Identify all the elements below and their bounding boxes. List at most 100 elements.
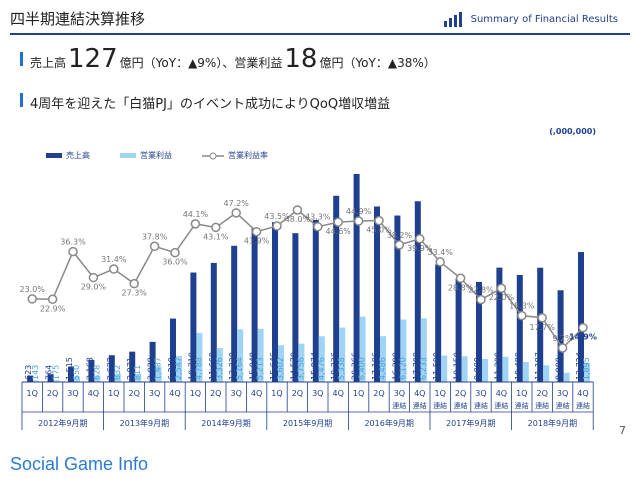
fiscal-year-label: 2017年9月期	[446, 418, 495, 428]
profit-value-label: 832	[113, 365, 122, 380]
sales-yoy-text: 億円（YoY：▲9%）、営業利益	[119, 56, 283, 70]
sales-bar	[333, 195, 340, 382]
fiscal-year-label: 2014年9月期	[201, 418, 250, 428]
profit-bar	[53, 380, 60, 382]
quarter-tick-sub: 連結	[576, 401, 590, 410]
sales-value-label: 17,186	[371, 352, 380, 380]
profit-value-label: 5,338	[337, 357, 346, 380]
sales-bar	[27, 375, 34, 382]
sales-bar	[578, 252, 584, 382]
rate-value-label: 45.0%	[366, 226, 392, 235]
sales-bar	[537, 267, 544, 382]
quarter-tick-sub: 連結	[515, 401, 529, 410]
quarter-tick-sub: 連結	[433, 401, 447, 410]
rate-value-label: 22.9%	[40, 304, 66, 313]
sales-bar	[353, 174, 360, 382]
sales-bar	[435, 264, 442, 382]
rate-value-label: 36.0%	[162, 258, 188, 267]
profit-bar	[135, 373, 142, 382]
profit-bar	[359, 316, 366, 382]
rate-point	[251, 226, 262, 237]
sales-bar	[129, 351, 136, 382]
legend-swatch-sales	[46, 153, 62, 158]
bar-chart-icon	[443, 12, 462, 27]
rate-value-label: 47.2%	[223, 199, 249, 208]
sales-value-label: 2,168	[85, 357, 94, 380]
rate-point	[496, 283, 507, 293]
profit-value-label: 143	[31, 365, 40, 380]
rate-value-label: 18.3%	[509, 302, 535, 311]
profit-bar	[237, 329, 244, 382]
profit-figure: 18	[284, 44, 318, 74]
brand-text: Summary of Financial Results	[470, 13, 618, 25]
rate-point	[353, 216, 364, 226]
quarter-tick-label: 3Q	[475, 389, 486, 398]
fiscal-year-label: 2013年9月期	[120, 418, 169, 428]
sales-bar	[455, 278, 462, 382]
sales-value-label: 16,299	[391, 352, 400, 380]
quarter-tick-label: 4Q	[169, 389, 180, 398]
profit-value-label: 6,120	[398, 357, 407, 380]
sales-value-label: 764	[45, 365, 54, 380]
profit-bar	[216, 348, 223, 382]
chart-legend: 売上高 営業利益 営業利益率	[46, 150, 268, 161]
rate-point	[557, 343, 568, 353]
profit-bar	[155, 366, 162, 382]
rate-point	[109, 264, 119, 274]
sales-bar	[190, 272, 197, 382]
rate-value-label: 9.2%	[552, 334, 573, 343]
profit-bar	[257, 328, 264, 382]
rate-value-label: 44.9%	[346, 207, 372, 216]
quarter-tick-label: 3Q	[312, 389, 323, 398]
rate-point	[435, 257, 445, 267]
rate-point	[292, 205, 303, 215]
bullet-mark-1	[20, 52, 23, 66]
quarter-tick-label: 4Q	[251, 389, 262, 398]
rate-value-label: 27.3%	[121, 289, 147, 298]
rate-line	[32, 209, 584, 350]
rate-value-label: 29.0%	[81, 283, 107, 292]
quarter-tick-label: 4Q	[496, 389, 507, 398]
sales-bar	[476, 281, 482, 382]
sales-value-label: 20,366	[351, 352, 360, 380]
rate-point	[231, 208, 241, 218]
rate-value-label: 41.9%	[244, 237, 270, 246]
watermark-logo: Social Game Info	[10, 454, 149, 474]
profit-value-label: 3,756	[296, 357, 305, 380]
sales-value-label: 17,700	[412, 352, 421, 380]
quarter-tick-sub: 連結	[413, 401, 427, 410]
rate-point	[455, 273, 466, 284]
quarter-tick-sub: 連結	[392, 401, 406, 410]
sales-value-label: 11,187	[534, 352, 543, 380]
sales-value-label: 6,210	[167, 357, 176, 380]
rate-value-label: 44.1%	[183, 210, 209, 219]
profit-value-label: 5,164	[235, 357, 244, 380]
profit-bar	[563, 372, 570, 382]
rate-value-label: 43.1%	[203, 232, 229, 241]
quarter-tick-label: 1Q	[27, 389, 38, 398]
profit-bar	[441, 355, 448, 382]
profit-bar	[176, 355, 182, 382]
quarter-tick-label: 1Q	[516, 389, 527, 398]
sales-bar	[414, 201, 421, 382]
profit-value-label: 3,326	[215, 357, 224, 380]
rate-point	[578, 322, 588, 333]
quarter-tick-label: 2Q	[455, 389, 466, 398]
brand-block: Summary of Financial Results	[443, 11, 618, 27]
sales-bar	[496, 267, 503, 382]
rate-value-label: 17.7%	[529, 323, 555, 332]
rate-point	[517, 310, 527, 321]
sales-value-label: 10,718	[187, 352, 196, 380]
legend-label-profit: 営業利益	[140, 151, 172, 160]
profit-bar	[196, 333, 203, 382]
rate-point	[272, 221, 282, 231]
quarter-tick-label: 2Q	[373, 389, 384, 398]
rate-point	[394, 240, 405, 250]
rate-value-label: 43.3%	[305, 213, 331, 222]
fiscal-year-label: 2018年9月期	[528, 418, 577, 428]
sales-value-label: 12,724	[575, 352, 584, 380]
rate-point	[129, 278, 139, 289]
summary-line-2: 4周年を迎えた「白猫PJ」のイベント成功によりQoQ増収増益	[30, 97, 391, 112]
sales-value-label: 8,980	[555, 357, 564, 380]
